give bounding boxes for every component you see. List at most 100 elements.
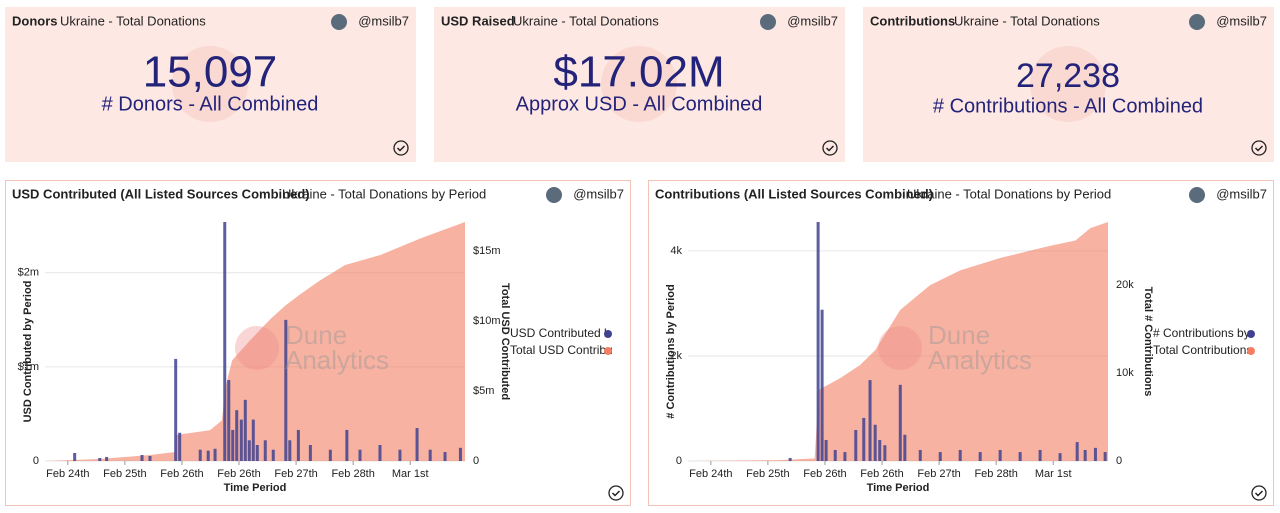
x-axis-label: Time Period <box>224 482 287 494</box>
bar <box>820 309 824 461</box>
legend-dot <box>1247 330 1255 338</box>
y2-tick-label: $5m <box>473 385 494 397</box>
bar <box>824 439 828 461</box>
bar <box>1083 449 1087 461</box>
check-icon <box>611 490 621 497</box>
area <box>688 222 1108 461</box>
legend-dot <box>1247 347 1255 355</box>
bar <box>1018 452 1022 461</box>
avatar <box>331 14 347 30</box>
counter-title: Contributions <box>870 13 955 28</box>
watermark: Dune <box>285 320 347 350</box>
bar <box>239 419 243 461</box>
counter-label: # Contributions - All Combined <box>933 95 1203 117</box>
x-tick-label: Feb 25th <box>103 468 146 480</box>
legend-dot <box>604 330 612 338</box>
x-tick-label: Feb 24th <box>689 468 732 480</box>
bar <box>247 440 251 461</box>
y2-axis-label: Total USD Contributed <box>499 283 511 400</box>
y-axis-label: # Contributions by Period <box>665 284 677 418</box>
y-tick-label: 4k <box>670 245 682 257</box>
x-tick-label: Feb 27th <box>917 468 960 480</box>
bar <box>873 424 877 461</box>
bar <box>903 434 907 461</box>
x-tick-label: Mar 1st <box>392 468 429 480</box>
bar <box>1075 442 1079 461</box>
check-icon <box>825 145 835 152</box>
bar <box>878 439 882 461</box>
bar <box>105 456 109 461</box>
check-icon <box>1254 145 1264 152</box>
y-axis-label: USD Contributed by Period <box>22 281 34 423</box>
bar <box>251 419 255 461</box>
x-axis-label: Time Period <box>867 482 930 494</box>
bar <box>98 457 102 461</box>
y-tick-label: $2m <box>18 267 39 279</box>
x-tick-label: Feb 28th <box>331 468 374 480</box>
counter-title: Donors <box>12 13 58 28</box>
bar <box>174 358 178 461</box>
counter-subtitle: Ukraine - Total Donations <box>60 13 206 28</box>
avatar <box>1189 14 1205 30</box>
watermark: Analytics <box>928 345 1032 375</box>
avatar <box>1189 187 1205 203</box>
chart-subtitle: Ukraine - Total Donations by Period <box>282 186 486 201</box>
x-tick-label: Feb 26th <box>217 468 260 480</box>
bar <box>148 456 152 461</box>
watermark: Analytics <box>285 345 389 375</box>
check-icon <box>1251 485 1267 501</box>
counter-subtitle: Ukraine - Total Donations <box>513 13 659 28</box>
bar <box>140 454 144 461</box>
y2-tick-label: 20k <box>1116 279 1134 291</box>
bar <box>978 452 982 461</box>
check-icon <box>1254 490 1264 497</box>
bar <box>862 417 866 461</box>
x-tick-label: Feb 26th <box>860 468 903 480</box>
bar <box>345 429 349 461</box>
x-tick-label: Feb 26th <box>160 468 203 480</box>
check-icon <box>393 140 409 156</box>
bar <box>854 430 858 461</box>
watermark-logo <box>878 326 922 370</box>
legend-label: USD Contributed b <box>510 326 611 340</box>
bar <box>378 445 382 461</box>
bar <box>178 432 182 461</box>
x-tick-label: Feb 24th <box>46 468 89 480</box>
author: @msilb7 <box>1216 13 1267 28</box>
bar <box>308 445 312 461</box>
x-tick-label: Feb 25th <box>746 468 789 480</box>
bar <box>1058 453 1062 461</box>
bar <box>998 449 1002 461</box>
counter-subtitle: Ukraine - Total Donations <box>954 13 1100 28</box>
bar <box>198 449 202 461</box>
legend-label: Total Contributions <box>1153 343 1252 357</box>
bar <box>231 429 235 461</box>
author: @msilb7 <box>573 186 624 201</box>
bar <box>223 222 227 461</box>
bar <box>263 440 267 461</box>
bar <box>428 449 432 461</box>
area <box>45 222 465 461</box>
bar <box>255 445 259 461</box>
x-tick-label: Feb 27th <box>274 468 317 480</box>
bar <box>227 380 231 461</box>
bar <box>458 447 462 461</box>
y-tick-label: 0 <box>676 455 682 467</box>
x-tick-label: Feb 26th <box>803 468 846 480</box>
x-tick-label: Feb 28th <box>974 468 1017 480</box>
y2-tick-label: $10m <box>473 315 501 327</box>
avatar <box>546 187 562 203</box>
bar <box>213 448 217 461</box>
bar <box>1103 452 1107 461</box>
y-tick-label: 2k <box>670 350 682 362</box>
bar <box>296 429 300 461</box>
y2-axis-label: Total # Contributions <box>1142 287 1154 397</box>
check-icon <box>608 485 624 501</box>
bar <box>284 319 288 461</box>
bar <box>898 384 902 461</box>
check-icon <box>396 145 406 152</box>
check-icon <box>1251 140 1267 156</box>
y2-tick-label: 0 <box>473 455 479 467</box>
y2-tick-label: 10k <box>1116 367 1134 379</box>
counter-value: 27,238 <box>1016 57 1120 95</box>
